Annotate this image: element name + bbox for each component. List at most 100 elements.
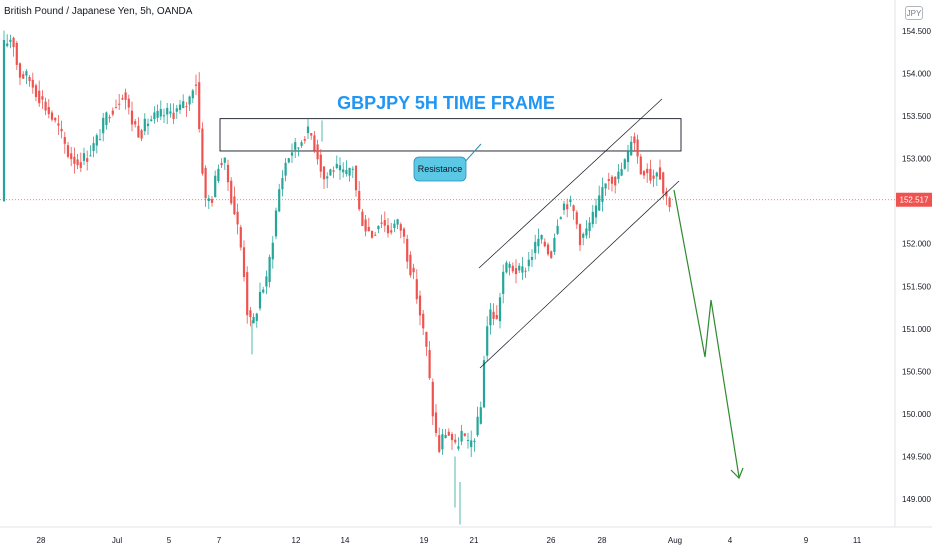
candle-up — [25, 69, 28, 85]
candle-down — [130, 101, 134, 132]
candle-body — [322, 166, 326, 180]
candle-down — [361, 208, 364, 227]
candle-up — [505, 260, 508, 274]
candle-down — [386, 218, 390, 238]
candle-body — [28, 76, 31, 82]
candle-body — [550, 251, 553, 258]
candle-down — [12, 36, 15, 57]
candle-up — [617, 164, 620, 184]
x-tick-label: 11 — [853, 536, 862, 545]
candle-down — [134, 118, 137, 128]
candle-body — [450, 434, 454, 441]
candle-body — [486, 326, 489, 356]
candle-down — [639, 154, 642, 175]
candle-down — [60, 120, 63, 139]
candle-up — [278, 183, 281, 213]
candle-down — [409, 251, 412, 278]
candle-up — [623, 158, 626, 170]
candle-body — [518, 265, 521, 271]
candle-body — [588, 222, 591, 231]
candle-up — [98, 129, 102, 141]
candle-down — [249, 306, 252, 327]
candle-down — [44, 97, 47, 116]
candle-body — [262, 289, 265, 293]
candle-down — [319, 149, 322, 178]
candle-body — [162, 115, 166, 117]
currency-badge[interactable]: JPY — [905, 6, 923, 20]
candle-up — [207, 194, 210, 210]
candle-body — [639, 156, 642, 175]
candle-body — [105, 112, 108, 126]
candle-up — [502, 264, 505, 304]
candle-down — [370, 230, 374, 239]
candle-down — [438, 427, 441, 454]
candle-body — [431, 381, 434, 417]
x-tick-label: 26 — [547, 536, 556, 545]
candle-body — [342, 169, 345, 173]
candle-up — [601, 177, 604, 212]
candle-body — [246, 272, 249, 316]
candle-down — [210, 196, 214, 207]
candle-down — [18, 62, 22, 85]
candle-up — [655, 171, 658, 186]
candle-body — [38, 90, 41, 104]
candle-body — [524, 270, 527, 272]
candle-body — [47, 107, 50, 115]
candle-body — [230, 180, 233, 204]
candle-body — [665, 191, 668, 197]
candle-up — [582, 232, 585, 246]
candle-body — [124, 92, 127, 100]
candle-body — [214, 175, 217, 198]
candle-body — [447, 431, 450, 436]
candle-body — [329, 169, 332, 176]
candle-up — [297, 147, 300, 157]
y-tick-label: 150.000 — [902, 410, 931, 419]
candles — [2, 30, 671, 525]
candle-down — [364, 214, 367, 237]
candle-body — [463, 433, 466, 436]
candle-up — [166, 102, 169, 125]
candle-up — [562, 200, 566, 215]
candle-up — [348, 167, 351, 182]
candle-down — [406, 234, 409, 269]
resistance-callout — [413, 156, 467, 182]
candle-body — [338, 165, 342, 171]
candle-body — [313, 135, 316, 151]
candle-down — [374, 231, 377, 237]
candle-body — [239, 227, 242, 248]
candle-body — [175, 108, 178, 112]
y-tick-label: 149.500 — [902, 452, 931, 461]
candle-body — [514, 268, 518, 275]
candle-body — [668, 197, 671, 208]
candle-body — [354, 166, 358, 191]
candle-down — [303, 135, 306, 144]
candle-body — [348, 167, 351, 176]
candle-up — [518, 263, 521, 274]
candle-body — [402, 228, 406, 237]
candle-up — [335, 155, 338, 170]
candle-body — [92, 143, 95, 151]
candle-body — [217, 168, 220, 182]
candle-down — [246, 266, 249, 324]
candle-body — [604, 183, 607, 189]
candle-down — [450, 432, 454, 450]
candle-down — [550, 250, 553, 260]
candle-up — [281, 170, 284, 197]
candle-body — [249, 310, 252, 318]
candle-down — [425, 331, 428, 357]
candle-down — [665, 187, 668, 206]
candle-up — [486, 316, 489, 361]
candle-up — [553, 233, 556, 255]
candle-up — [342, 162, 345, 178]
candle-down — [185, 102, 188, 117]
y-tick-label: 150.500 — [902, 367, 931, 376]
candle-body — [326, 176, 329, 179]
candle-down — [124, 88, 127, 110]
candle-up — [150, 115, 153, 122]
candle-body — [543, 241, 546, 247]
candle-body — [198, 82, 201, 130]
candle-body — [444, 434, 447, 439]
candle-body — [351, 168, 354, 170]
candle-up — [326, 172, 329, 189]
